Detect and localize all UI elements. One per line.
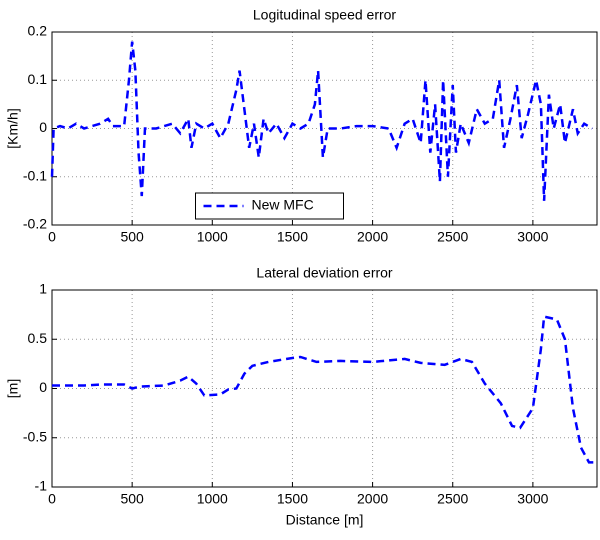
chart-title: Logitudinal speed error (253, 7, 397, 23)
x-tick-label: 3000 (517, 229, 548, 245)
y-tick-label: 0 (39, 119, 47, 135)
y-tick-label: -0.2 (23, 216, 47, 232)
x-tick-label: 0 (48, 229, 56, 245)
legend: New MFC (195, 192, 344, 220)
y-tick-label: -0.1 (23, 167, 47, 183)
y-tick-label: 0.5 (28, 330, 48, 346)
x-tick-label: 2000 (357, 229, 388, 245)
x-tick-label: 500 (120, 491, 144, 507)
plot-frame (51, 289, 598, 488)
x-tick-label: 2500 (437, 229, 468, 245)
y-axis-label: [m] (5, 379, 21, 398)
x-tick-label: 500 (120, 229, 144, 245)
x-tick-label: 2500 (437, 491, 468, 507)
y-tick-label: 0 (39, 379, 47, 395)
x-tick-label: 3000 (517, 491, 548, 507)
x-tick-label: 1500 (277, 229, 308, 245)
x-tick-label: 1500 (277, 491, 308, 507)
x-tick-label: 1000 (197, 491, 228, 507)
legend-label: New MFC (252, 197, 314, 213)
plot-frame (51, 31, 598, 226)
x-axis-label: Distance [m] (286, 512, 364, 528)
x-tick-label: 0 (48, 491, 56, 507)
y-tick-label: -0.5 (23, 428, 47, 444)
y-tick-label: -1 (35, 478, 48, 494)
y-tick-label: 1 (39, 281, 47, 297)
data-line (50, 41, 593, 201)
data-line (52, 315, 597, 464)
y-axis-label: [Km/h] (5, 108, 21, 148)
y-tick-label: 0.2 (28, 23, 48, 39)
y-tick-label: 0.1 (28, 71, 48, 87)
x-tick-label: 2000 (357, 491, 388, 507)
chart-title: Lateral deviation error (256, 265, 393, 281)
x-tick-label: 1000 (197, 229, 228, 245)
